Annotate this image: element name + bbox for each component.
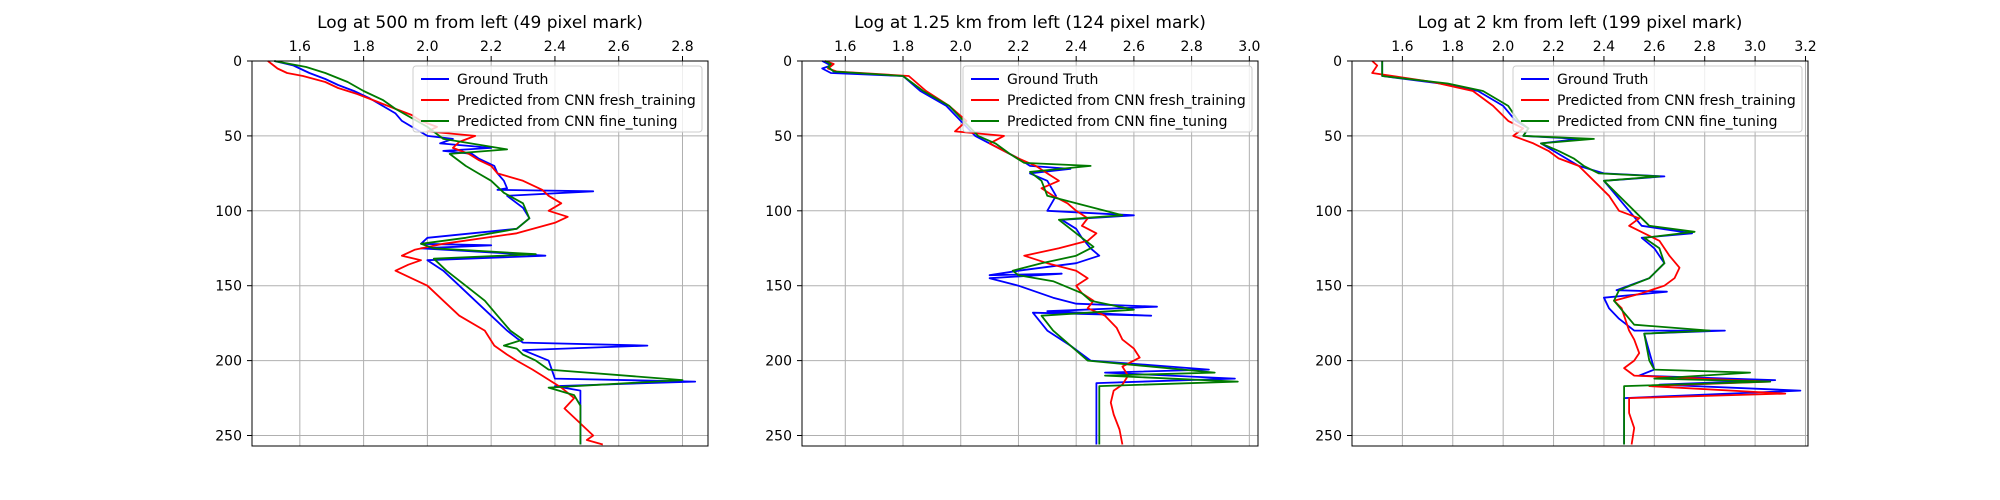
y-tick-label: 50 (774, 129, 792, 145)
y-tick-label: 100 (1315, 204, 1342, 220)
legend-box (962, 65, 1253, 133)
y-tick-label: 150 (765, 279, 792, 295)
y-tick-label: 150 (1315, 279, 1342, 295)
y-tick-label: 0 (1333, 54, 1342, 70)
x-tick-label: 2.4 (1593, 39, 1615, 55)
axes-frame (801, 60, 1259, 447)
series-line-1 (274, 60, 697, 445)
x-tick-label: 2.8 (1180, 39, 1202, 55)
y-tick-label: 100 (215, 204, 242, 220)
legend-box (412, 65, 703, 133)
y-tick-label: 0 (233, 54, 242, 70)
y-tick-label: 250 (215, 429, 242, 445)
y-tick-label: 50 (224, 129, 242, 145)
chart-title: Log at 500 m from left (49 pixel mark) (317, 13, 643, 33)
chart-panel-2: 1.6 1.8 2.0 2.2 2.4 2.6 2.8 3.0 0 50 100 150 200 250 L… (765, 13, 1260, 447)
x-tick-label: 1.6 (834, 39, 856, 55)
series-line-3 (824, 60, 1239, 445)
x-tick-label: 3.2 (1794, 39, 1816, 55)
axes-frame (1351, 60, 1809, 447)
y-tick-label: 250 (1315, 429, 1342, 445)
x-tick-label: 1.6 (1391, 39, 1413, 55)
x-tick-label: 2.0 (1492, 39, 1514, 55)
legend-label: Ground Truth (1007, 72, 1098, 88)
x-tick-label: 1.8 (1442, 39, 1464, 55)
y-tick-label: 200 (215, 354, 242, 370)
legend: Ground Truth Predicted from CNN fresh_tra… (412, 65, 703, 133)
chart-panel-3: 1.6 1.8 2.0 2.2 2.4 2.6 2.8 3.0 3.2 0 50 100 150 200 2… (1315, 13, 1817, 447)
x-tick-label: 2.2 (1542, 39, 1564, 55)
legend: Ground Truth Predicted from CNN fresh_tra… (962, 65, 1253, 133)
x-tick-label: 2.2 (1007, 39, 1029, 55)
x-tick-label: 2.6 (1123, 39, 1145, 55)
x-tick-label: 2.2 (480, 39, 502, 55)
x-tick-label: 2.0 (416, 39, 438, 55)
x-tick-label: 1.8 (352, 39, 374, 55)
chart-title: Log at 1.25 km from left (124 pixel mark… (854, 13, 1206, 33)
series-line-3 (274, 60, 684, 445)
x-tick-label: 2.6 (1643, 39, 1665, 55)
x-tick-label: 2.0 (950, 39, 972, 55)
legend-label: Predicted from CNN fine_tuning (1007, 114, 1228, 130)
legend: Ground Truth Predicted from CNN fresh_tra… (1512, 65, 1803, 133)
legend-label: Ground Truth (1557, 72, 1648, 88)
y-tick-label: 200 (1315, 354, 1342, 370)
x-tick-label: 2.6 (608, 39, 630, 55)
x-tick-label: 1.8 (892, 39, 914, 55)
y-tick-label: 50 (1324, 129, 1342, 145)
x-tick-label: 2.8 (1694, 39, 1716, 55)
legend-label: Predicted from CNN fresh_training (1007, 93, 1246, 109)
legend-label: Predicted from CNN fine_tuning (1557, 114, 1778, 130)
x-tick-label: 3.0 (1238, 39, 1260, 55)
legend-label: Ground Truth (457, 72, 548, 88)
series-line-2 (267, 60, 604, 446)
y-tick-label: 0 (783, 54, 792, 70)
x-tick-label: 1.6 (289, 39, 311, 55)
x-tick-label: 2.8 (671, 39, 693, 55)
series-line-2 (824, 60, 1141, 445)
axes-frame (251, 60, 709, 447)
legend-label: Predicted from CNN fine_tuning (457, 114, 678, 130)
x-tick-label: 3.0 (1744, 39, 1766, 55)
legend-box (1512, 65, 1803, 133)
y-tick-label: 200 (765, 354, 792, 370)
chart-panel-1: 1.6 1.8 2.0 2.2 2.4 2.6 2.8 0 50 100 150 200 250 Log … (215, 13, 709, 447)
y-tick-label: 250 (765, 429, 792, 445)
x-tick-label: 2.4 (544, 39, 566, 55)
y-tick-label: 150 (215, 279, 242, 295)
x-tick-label: 2.4 (1065, 39, 1087, 55)
legend-label: Predicted from CNN fresh_training (457, 93, 696, 109)
y-tick-label: 100 (765, 204, 792, 220)
chart-title: Log at 2 km from left (199 pixel mark) (1418, 13, 1743, 33)
legend-label: Predicted from CNN fresh_training (1557, 93, 1796, 109)
